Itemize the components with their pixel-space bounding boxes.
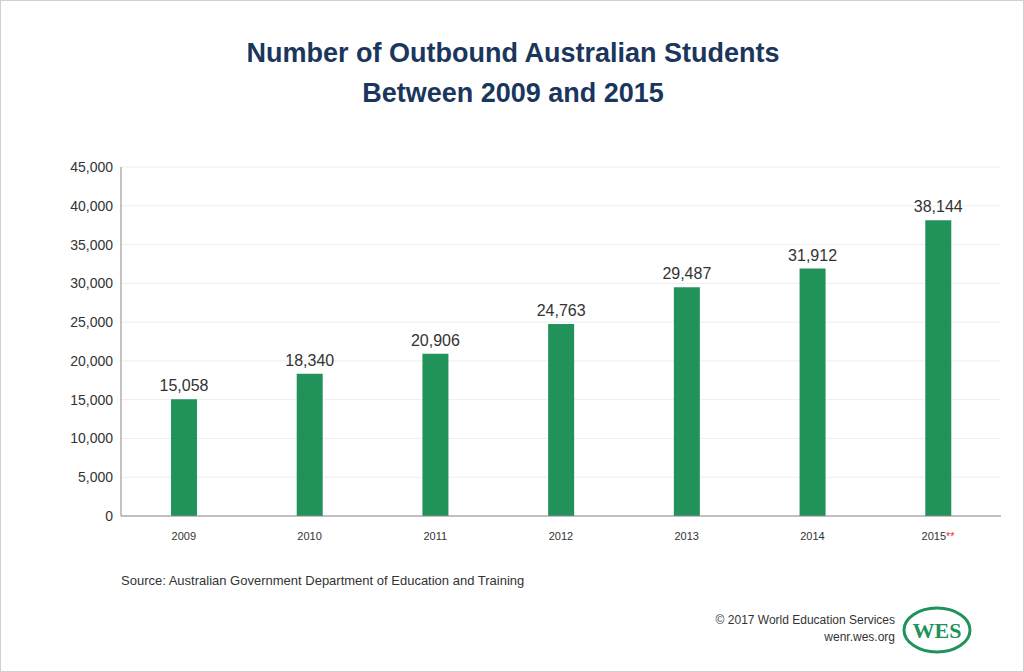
svg-text:20,000: 20,000 <box>70 353 113 369</box>
svg-text:25,000: 25,000 <box>70 314 113 330</box>
svg-text:WES: WES <box>913 618 962 643</box>
svg-text:5,000: 5,000 <box>78 469 113 485</box>
svg-text:10,000: 10,000 <box>70 430 113 446</box>
svg-text:38,144: 38,144 <box>914 198 963 215</box>
svg-text:2015**: 2015** <box>922 530 956 542</box>
html-text:wenr.wes.org: wenr.wes.org <box>824 630 895 644</box>
svg-text:18,340: 18,340 <box>285 352 334 369</box>
svg-text:15,058: 15,058 <box>160 377 209 394</box>
svg-text:24,763: 24,763 <box>537 302 586 319</box>
svg-text:2009: 2009 <box>172 530 196 542</box>
html-text:Number of Outbound Australian: Number of Outbound Australian Students B… <box>246 38 780 108</box>
svg-text:35,000: 35,000 <box>70 237 113 253</box>
svg-text:20,906: 20,906 <box>411 332 460 349</box>
svg-text:2014: 2014 <box>800 530 824 542</box>
svg-text:31,912: 31,912 <box>788 247 837 264</box>
svg-text:15,000: 15,000 <box>70 392 113 408</box>
svg-text:2012: 2012 <box>549 530 573 542</box>
svg-text:2013: 2013 <box>674 530 698 542</box>
html-text:Source: Australian Government: Source: Australian Government Department… <box>121 573 525 588</box>
svg-text:45,000: 45,000 <box>70 159 113 175</box>
svg-text:29,487: 29,487 <box>662 265 711 282</box>
svg-text:0: 0 <box>105 508 113 524</box>
svg-text:30,000: 30,000 <box>70 275 113 291</box>
html-text:© 2017 World Education Service: © 2017 World Education Services <box>715 613 895 627</box>
svg-text:40,000: 40,000 <box>70 198 113 214</box>
svg-text:2010: 2010 <box>297 530 321 542</box>
svg-text:2011: 2011 <box>423 530 447 542</box>
